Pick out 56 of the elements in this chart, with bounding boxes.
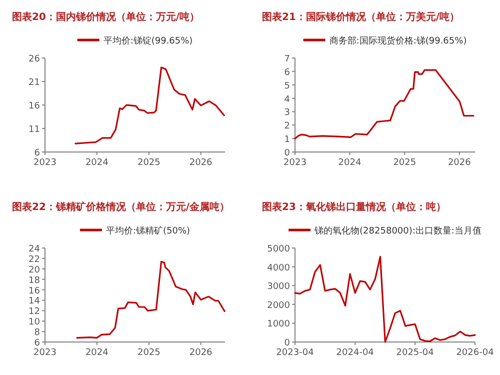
y-tick-label: 10 bbox=[28, 318, 40, 328]
x-tick-label: 2024 bbox=[85, 348, 109, 358]
y-tick-label: 26 bbox=[28, 54, 40, 64]
y-tick-label: 11 bbox=[28, 125, 40, 135]
y-tick-label: 3 bbox=[284, 108, 290, 118]
y-tick-label: 16 bbox=[28, 286, 40, 296]
x-tick-label: 2024 bbox=[338, 158, 362, 168]
y-tick-label: 24 bbox=[28, 244, 40, 254]
chart-title: 图表21：国际锑价情况（单位：万美元/吨） bbox=[262, 11, 460, 23]
y-tick-label: 2 bbox=[284, 122, 290, 132]
line-series bbox=[76, 260, 226, 339]
x-tick-label: 2026 bbox=[189, 348, 213, 358]
x-tick-label: 2023 bbox=[34, 348, 56, 358]
x-tick-label: 2023 bbox=[34, 158, 56, 168]
chart-title: 图表20：国内锑价情况（单位：万元/吨） bbox=[12, 11, 200, 23]
y-tick-label: 2000 bbox=[267, 300, 290, 311]
y-tick-label: 7 bbox=[284, 54, 290, 64]
y-tick-label: 14 bbox=[28, 296, 40, 307]
x-tick-label: 2024 bbox=[85, 158, 109, 168]
x-tick-label: 2024-04 bbox=[336, 348, 374, 358]
x-tick-label: 2023 bbox=[284, 158, 306, 168]
x-tick-label: 2026 bbox=[448, 158, 472, 168]
y-tick-label: 6 bbox=[34, 148, 40, 158]
y-tick-label: 6 bbox=[34, 338, 40, 348]
line-series bbox=[294, 69, 474, 140]
x-tick-label: 2026-04 bbox=[456, 348, 494, 358]
y-tick-label: 6 bbox=[284, 68, 290, 78]
legend-label: 平均价:锑锭(99.65%) bbox=[103, 36, 193, 46]
legend-label: 锑的氧化物(28258000):出口数量:当月值 bbox=[314, 226, 482, 236]
y-tick-label: 16 bbox=[28, 102, 40, 112]
x-tick-label: 2025 bbox=[137, 158, 160, 168]
y-tick-label: 0 bbox=[284, 338, 290, 348]
chart-title: 图表23：氧化锑出口量情况（单位：吨） bbox=[262, 201, 446, 213]
chart-title: 图表22：锑精矿价格情况（单位：万元/金属吨） bbox=[12, 201, 230, 213]
y-tick-label: 1000 bbox=[267, 320, 290, 330]
y-tick-label: 21 bbox=[28, 78, 40, 88]
legend-label: 商务部:国际现货价格:锑(99.65%) bbox=[329, 36, 467, 46]
x-tick-label: 2025 bbox=[137, 348, 160, 358]
x-tick-label: 2026 bbox=[189, 158, 213, 168]
y-tick-label: 12 bbox=[28, 307, 40, 318]
y-tick-label: 4000 bbox=[267, 263, 290, 274]
y-tick-label: 1 bbox=[284, 135, 290, 146]
y-tick-label: 20 bbox=[28, 265, 40, 276]
x-tick-label: 2023-04 bbox=[276, 348, 314, 358]
y-tick-label: 8 bbox=[34, 328, 40, 338]
y-tick-label: 22 bbox=[28, 254, 40, 265]
line-series bbox=[74, 66, 225, 144]
y-tick-label: 5 bbox=[284, 81, 290, 92]
y-tick-label: 18 bbox=[28, 276, 40, 286]
y-tick-label: 4 bbox=[284, 94, 290, 105]
y-tick-label: 0 bbox=[284, 148, 290, 158]
x-tick-label: 2025 bbox=[393, 158, 416, 168]
x-tick-label: 2025-04 bbox=[396, 348, 434, 358]
legend-label: 平均价:锑精矿(50%) bbox=[106, 226, 190, 236]
y-tick-label: 3000 bbox=[267, 282, 290, 292]
y-tick-label: 5000 bbox=[267, 244, 290, 254]
